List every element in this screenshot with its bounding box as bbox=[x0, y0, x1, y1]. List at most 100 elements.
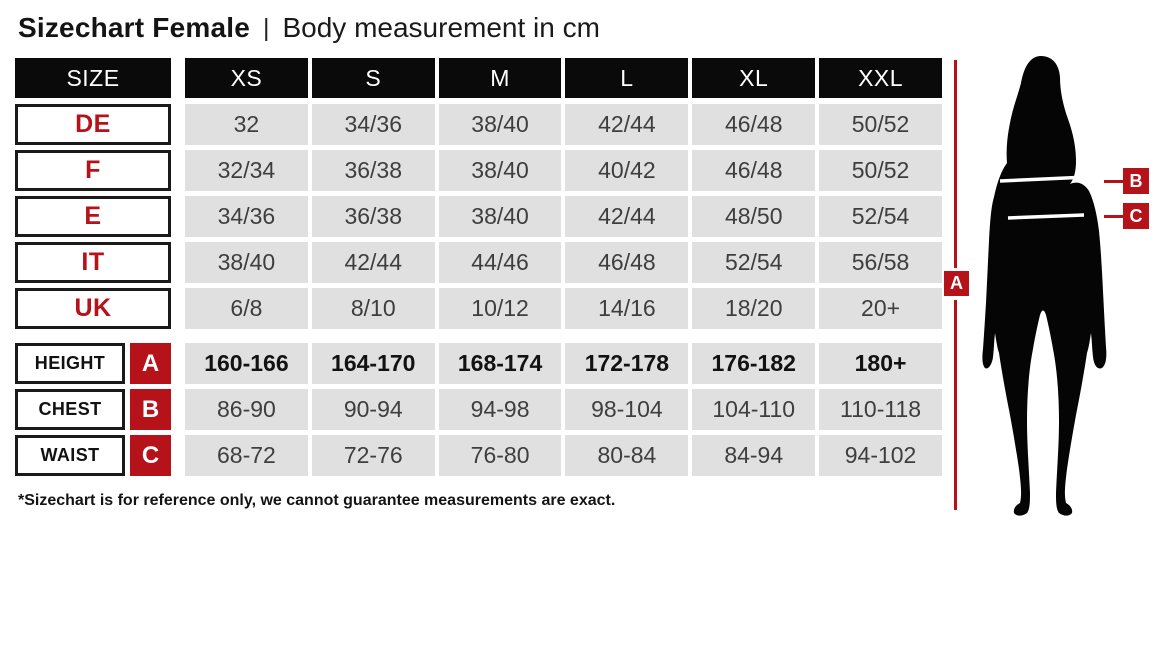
size-value-cell: 44/46 bbox=[438, 242, 562, 283]
size-value-cell: 14/16 bbox=[565, 288, 689, 329]
measure-value-cell: 172-178 bbox=[565, 343, 689, 384]
measure-label-slot: CHEST B bbox=[15, 389, 171, 430]
size-value-cell: 8/10 bbox=[311, 288, 435, 329]
measure-value-cell: 104-110 bbox=[692, 389, 816, 430]
size-value-cell: 38/40 bbox=[438, 196, 562, 237]
size-row-f: F 32/34 36/38 38/40 40/42 46/48 50/52 bbox=[15, 150, 942, 191]
header-cell-s: S bbox=[311, 58, 435, 98]
size-value-cell: 32/34 bbox=[185, 150, 308, 191]
chest-guide-line bbox=[1104, 180, 1124, 183]
measure-label-chest: CHEST bbox=[15, 389, 125, 430]
header-cell-l: L bbox=[565, 58, 689, 98]
size-row-it: IT 38/40 42/44 44/46 46/48 52/54 56/58 bbox=[15, 242, 942, 283]
size-value-cell: 50/52 bbox=[819, 150, 942, 191]
measure-value-cell: 164-170 bbox=[311, 343, 435, 384]
header-cell-xl: XL bbox=[692, 58, 816, 98]
size-value-cell: 46/48 bbox=[692, 150, 816, 191]
measure-label-waist: WAIST bbox=[15, 435, 125, 476]
measure-value-cell: 86-90 bbox=[185, 389, 308, 430]
size-value-cell: 38/40 bbox=[185, 242, 308, 283]
size-value-cell: 48/50 bbox=[692, 196, 816, 237]
size-value-cell: 42/44 bbox=[565, 196, 689, 237]
marker-c-badge: C bbox=[1123, 203, 1149, 229]
measure-value-cell: 160-166 bbox=[185, 343, 308, 384]
size-label-e: E bbox=[15, 196, 171, 237]
page-title: Sizechart Female | Body measurement in c… bbox=[18, 12, 600, 44]
measure-value-cell: 76-80 bbox=[438, 435, 562, 476]
chest-measure-line bbox=[999, 175, 1089, 183]
size-label-f: F bbox=[15, 150, 171, 191]
size-value-cell: 56/58 bbox=[819, 242, 942, 283]
size-value-cell: 10/12 bbox=[438, 288, 562, 329]
size-label-de: DE bbox=[15, 104, 171, 145]
size-value-cell: 18/20 bbox=[692, 288, 816, 329]
measure-badge-c: C bbox=[130, 435, 171, 476]
title-separator: | bbox=[262, 14, 270, 42]
size-value-cell: 20+ bbox=[819, 288, 942, 329]
measure-row-chest: CHEST B 86-90 90-94 94-98 98-104 104-110 110-11… bbox=[15, 389, 942, 430]
measure-label-slot: HEIGHT A bbox=[15, 343, 171, 384]
title-main: Sizechart Female bbox=[18, 12, 250, 43]
size-value-cell: 36/38 bbox=[311, 150, 435, 191]
size-label-slot: UK bbox=[15, 288, 171, 329]
height-guide-line-bottom bbox=[954, 300, 957, 510]
size-value-cell: 46/48 bbox=[565, 242, 689, 283]
size-value-cell: 38/40 bbox=[438, 150, 562, 191]
size-value-cell: 32 bbox=[185, 104, 308, 145]
measure-value-cell: 80-84 bbox=[565, 435, 689, 476]
header-cell-xxl: XXL bbox=[819, 58, 942, 98]
size-label-slot: DE bbox=[15, 104, 171, 145]
measure-value-cell: 94-98 bbox=[438, 389, 562, 430]
size-value-cell: 50/52 bbox=[819, 104, 942, 145]
measure-label-slot: WAIST C bbox=[15, 435, 171, 476]
size-label-slot: F bbox=[15, 150, 171, 191]
size-value-cell: 52/54 bbox=[819, 196, 942, 237]
size-value-cell: 6/8 bbox=[185, 288, 308, 329]
marker-a-badge: A bbox=[944, 271, 969, 296]
measure-value-cell: 90-94 bbox=[311, 389, 435, 430]
waist-guide-line bbox=[1104, 215, 1124, 218]
measure-row-height: HEIGHT A 160-166 164-170 168-174 172-178 176-1… bbox=[15, 343, 942, 384]
size-label-slot: IT bbox=[15, 242, 171, 283]
size-row-uk: UK 6/8 8/10 10/12 14/16 18/20 20+ bbox=[15, 288, 942, 329]
measure-value-cell: 180+ bbox=[819, 343, 942, 384]
waist-measure-line bbox=[1007, 213, 1085, 220]
size-row-de: DE 32 34/36 38/40 42/44 46/48 50/52 bbox=[15, 104, 942, 145]
size-value-cell: 34/36 bbox=[185, 196, 308, 237]
size-label-slot: E bbox=[15, 196, 171, 237]
measure-badge-b: B bbox=[130, 389, 171, 430]
table-header-row: SIZE XS S M L XL XXL bbox=[15, 58, 942, 98]
sizechart-table: SIZE XS S M L XL XXL DE 32 34/36 38/40 42/44 46/48 50… bbox=[15, 58, 942, 476]
header-cell-xs: XS bbox=[185, 58, 308, 98]
size-value-cell: 42/44 bbox=[311, 242, 435, 283]
size-value-cell: 52/54 bbox=[692, 242, 816, 283]
size-label-it: IT bbox=[15, 242, 171, 283]
header-cell-m: M bbox=[438, 58, 562, 98]
size-label-uk: UK bbox=[15, 288, 171, 329]
title-subtitle: Body measurement in cm bbox=[282, 12, 600, 43]
measure-value-cell: 168-174 bbox=[438, 343, 562, 384]
measure-value-cell: 98-104 bbox=[565, 389, 689, 430]
header-cell-size: SIZE bbox=[15, 58, 171, 98]
size-value-cell: 34/36 bbox=[311, 104, 435, 145]
measure-value-cell: 176-182 bbox=[692, 343, 816, 384]
measure-value-cell: 72-76 bbox=[311, 435, 435, 476]
size-value-cell: 40/42 bbox=[565, 150, 689, 191]
marker-b-badge: B bbox=[1123, 168, 1149, 194]
female-silhouette bbox=[982, 56, 1107, 516]
size-value-cell: 38/40 bbox=[438, 104, 562, 145]
size-value-cell: 42/44 bbox=[565, 104, 689, 145]
measure-row-waist: WAIST C 68-72 72-76 76-80 80-84 84-94 94-102 bbox=[15, 435, 942, 476]
measure-value-cell: 84-94 bbox=[692, 435, 816, 476]
measure-badge-a: A bbox=[130, 343, 171, 384]
footnote: *Sizechart is for reference only, we can… bbox=[18, 492, 616, 509]
size-row-e: E 34/36 36/38 38/40 42/44 48/50 52/54 bbox=[15, 196, 942, 237]
height-guide-line-top bbox=[954, 60, 957, 268]
measure-value-cell: 110-118 bbox=[819, 389, 942, 430]
measure-label-height: HEIGHT bbox=[15, 343, 125, 384]
size-value-cell: 46/48 bbox=[692, 104, 816, 145]
measure-value-cell: 94-102 bbox=[819, 435, 942, 476]
measure-value-cell: 68-72 bbox=[185, 435, 308, 476]
size-value-cell: 36/38 bbox=[311, 196, 435, 237]
